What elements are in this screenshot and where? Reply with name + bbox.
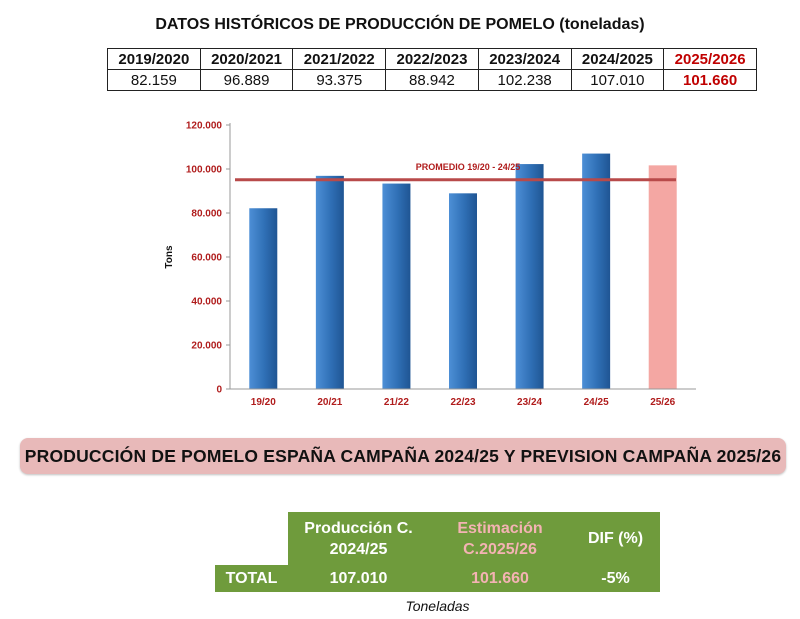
bar-20-21 bbox=[315, 175, 344, 389]
history-col-2025: 2025/2026 bbox=[663, 48, 757, 70]
production-bar-chart: 0 20.000 40.000 60.000 80.000 100.000 120.000 T… bbox=[164, 121, 696, 408]
history-col-2023: 2023/2024 bbox=[477, 48, 572, 70]
y-tick-label: 20.000 bbox=[191, 341, 222, 352]
y-tick-label: 40.000 bbox=[191, 297, 222, 308]
summary-header-row: Producción C. 2024/25 Estimación C.2025/… bbox=[215, 512, 660, 565]
summary-total-label: TOTAL bbox=[215, 565, 288, 592]
history-table: 2019/2020 2020/2021 2021/2022 2022/2023 … bbox=[107, 48, 757, 91]
history-value-2022: 88.942 bbox=[385, 69, 479, 91]
history-value-2021: 93.375 bbox=[292, 69, 387, 91]
summary-banner: PRODUCCIÓN DE POMELO ESPAÑA CAMPAÑA 2024… bbox=[20, 438, 786, 474]
summary-table: Producción C. 2024/25 Estimación C.2025/… bbox=[215, 512, 660, 592]
x-tick-label: 23/24 bbox=[517, 397, 542, 408]
y-tick-label: 120.000 bbox=[186, 121, 223, 132]
y-tick-label: 100.000 bbox=[186, 165, 223, 176]
history-value-2023: 102.238 bbox=[477, 69, 572, 91]
summary-header-estimate-line2: C.2025/26 bbox=[463, 540, 537, 558]
history-col-2024: 2024/2025 bbox=[570, 48, 665, 70]
summary-total-diff: -5% bbox=[571, 565, 660, 592]
average-line-label: PROMEDIO 19/20 - 24/25 bbox=[416, 162, 521, 172]
summary-total-row: TOTAL 107.010 101.660 -5% bbox=[215, 565, 660, 592]
y-tick-label: 80.000 bbox=[191, 209, 222, 220]
history-value-2024: 107.010 bbox=[570, 69, 665, 91]
summary-header-production: Producción C. 2024/25 bbox=[288, 512, 429, 565]
history-col-2020: 2020/2021 bbox=[199, 48, 294, 70]
bar-22-23 bbox=[449, 193, 477, 389]
summary-header-empty bbox=[215, 512, 288, 565]
y-tick-label: 60.000 bbox=[191, 253, 222, 264]
bar-19-20 bbox=[249, 208, 278, 389]
x-tick-label: 24/25 bbox=[584, 397, 609, 408]
y-tick-label: 0 bbox=[216, 385, 222, 396]
y-axis-title: Tons bbox=[164, 245, 175, 269]
bar-24-25 bbox=[582, 153, 611, 389]
history-col-2019: 2019/2020 bbox=[107, 48, 201, 70]
history-value-2020: 96.889 bbox=[199, 69, 294, 91]
summary-header-estimate-line1: Estimación bbox=[457, 519, 543, 537]
summary-header-diff: DIF (%) bbox=[571, 512, 660, 565]
history-header-row: 2019/2020 2020/2021 2021/2022 2022/2023 … bbox=[107, 48, 757, 70]
units-label: Toneladas bbox=[405, 598, 470, 614]
history-value-row: 82.159 96.889 93.375 88.942 102.238 107.… bbox=[107, 69, 757, 91]
bar-21-22 bbox=[382, 183, 411, 389]
bar-23-24 bbox=[515, 164, 544, 389]
x-tick-label: 19/20 bbox=[251, 397, 276, 408]
history-value-2025: 101.660 bbox=[663, 69, 757, 91]
x-tick-label: 20/21 bbox=[317, 397, 342, 408]
summary-total-production: 107.010 bbox=[288, 565, 429, 592]
summary-header-production-line2: 2024/25 bbox=[329, 540, 388, 558]
x-tick-label: 25/26 bbox=[650, 397, 675, 408]
history-col-2022: 2022/2023 bbox=[385, 48, 479, 70]
summary-header-estimate: Estimación C.2025/26 bbox=[429, 512, 571, 565]
summary-total-estimate: 101.660 bbox=[429, 565, 571, 592]
summary-header-production-line1: Producción C. bbox=[304, 519, 413, 537]
x-tick-label: 22/23 bbox=[450, 397, 475, 408]
history-title: DATOS HISTÓRICOS DE PRODUCCIÓN DE POMELO… bbox=[155, 16, 645, 33]
history-value-2019: 82.159 bbox=[107, 69, 201, 91]
history-col-2021: 2021/2022 bbox=[292, 48, 387, 70]
bar-25-26 bbox=[648, 165, 677, 389]
x-tick-label: 21/22 bbox=[384, 397, 409, 408]
